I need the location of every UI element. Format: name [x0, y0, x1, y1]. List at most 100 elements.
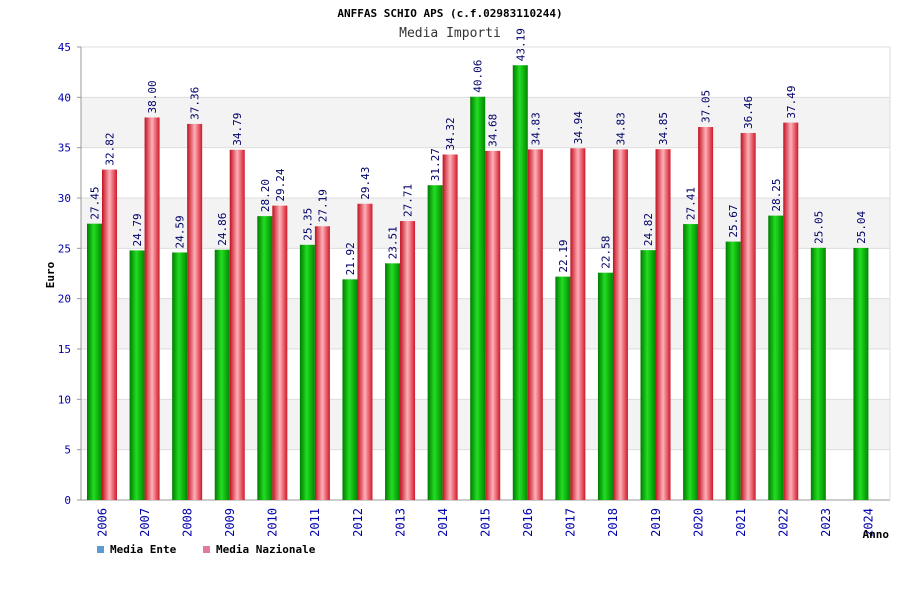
y-tick-label: 20 — [58, 293, 71, 306]
data-label-media-ente: 24.86 — [216, 213, 229, 246]
x-tick-label: 2007 — [138, 508, 152, 537]
data-label-media-ente: 28.25 — [770, 178, 783, 211]
bar-media-ente — [725, 241, 741, 500]
x-tick-label: 2014 — [436, 508, 450, 537]
bar-media-ente — [214, 249, 230, 500]
x-tick-label: 2011 — [308, 508, 322, 537]
data-label-media-ente: 22.19 — [557, 239, 570, 272]
data-label-media-ente: 25.67 — [727, 204, 740, 237]
bar-media-ente — [640, 250, 656, 500]
bar-media-ente — [810, 247, 826, 500]
legend-swatch-nazionale — [203, 546, 210, 553]
data-label-media-ente: 27.41 — [685, 187, 698, 220]
x-tick-label: 2012 — [351, 508, 365, 537]
bar-media-ente — [129, 250, 145, 500]
data-label-media-nazionale: 29.43 — [359, 167, 372, 200]
bar-media-nazionale — [698, 127, 714, 500]
y-tick-label: 25 — [58, 242, 71, 255]
data-label-media-nazionale: 34.79 — [231, 113, 244, 146]
bar-media-nazionale — [144, 117, 160, 500]
bar-media-nazionale — [783, 122, 799, 500]
data-label-media-nazionale: 34.94 — [572, 111, 585, 144]
x-tick-label: 2016 — [521, 508, 535, 537]
bar-media-nazionale — [314, 226, 330, 500]
x-tick-label: 2020 — [691, 508, 705, 537]
chart-subtitle: Media Importi — [399, 26, 501, 41]
bar-media-ente — [385, 263, 401, 500]
y-tick-label: 0 — [64, 494, 71, 507]
data-label-media-nazionale: 27.71 — [402, 184, 415, 217]
y-tick-label: 35 — [58, 142, 71, 155]
x-tick-label: 2024 — [862, 508, 876, 537]
y-tick-label: 10 — [58, 393, 71, 406]
data-label-media-ente: 27.45 — [89, 187, 102, 220]
bar-media-ente — [172, 252, 188, 500]
bar-media-nazionale — [102, 169, 117, 500]
x-axis-label: Anno — [863, 528, 890, 541]
data-label-media-nazionale: 37.05 — [700, 90, 713, 123]
data-label-media-nazionale: 34.32 — [444, 117, 457, 150]
data-label-media-ente: 25.05 — [812, 211, 825, 244]
bar-media-nazionale — [570, 148, 586, 500]
chart-title: ANFFAS SCHIO APS (c.f.02983110244) — [337, 7, 562, 20]
bar-media-ente — [470, 96, 486, 500]
x-tick-label: 2009 — [223, 508, 237, 537]
bar-media-ente — [597, 272, 613, 500]
bar-media-nazionale — [272, 205, 288, 500]
data-label-media-nazionale: 38.00 — [146, 80, 159, 113]
data-label-media-nazionale: 29.24 — [274, 168, 287, 201]
bar-media-ente — [853, 247, 869, 500]
grid-band — [81, 97, 890, 148]
bar-media-nazionale — [612, 149, 628, 501]
data-label-media-nazionale: 32.82 — [104, 132, 117, 165]
legend-swatch-ente — [97, 546, 104, 553]
y-tick-label: 45 — [58, 41, 71, 54]
bar-media-ente — [683, 224, 699, 500]
x-tick-label: 2010 — [266, 508, 280, 537]
legend-item-media-ente: Media Ente — [97, 543, 176, 556]
bar-media-ente — [555, 276, 571, 500]
x-tick-label: 2006 — [95, 508, 109, 537]
x-tick-label: 2019 — [649, 508, 663, 537]
bar-media-nazionale — [740, 132, 756, 500]
data-label-media-nazionale: 34.83 — [529, 112, 542, 145]
y-axis-label: Euro — [44, 261, 57, 288]
bar-media-ente — [768, 215, 784, 500]
x-tick-label: 2022 — [777, 508, 791, 537]
bar-media-ente — [87, 223, 102, 501]
data-label-media-nazionale: 36.46 — [742, 96, 755, 129]
bar-media-nazionale — [400, 221, 416, 500]
data-label-media-ente: 23.51 — [387, 226, 400, 259]
grid-band — [81, 47, 890, 98]
y-tick-label: 30 — [58, 192, 71, 205]
x-tick-label: 2021 — [734, 508, 748, 537]
x-tick-label: 2008 — [180, 508, 194, 537]
data-label-media-nazionale: 34.68 — [487, 114, 500, 147]
data-label-media-ente: 31.27 — [429, 148, 442, 181]
bar-media-nazionale — [229, 149, 245, 500]
bar-media-ente — [427, 185, 443, 500]
data-label-media-ente: 22.58 — [599, 236, 612, 269]
data-label-media-ente: 25.04 — [855, 210, 868, 243]
x-tick-label: 2013 — [393, 508, 407, 537]
bar-media-ente — [299, 244, 315, 500]
x-tick-label: 2015 — [479, 508, 493, 537]
data-label-media-nazionale: 27.19 — [316, 189, 329, 222]
data-label-media-nazionale: 34.85 — [657, 112, 670, 145]
y-tick-label: 40 — [58, 91, 71, 104]
x-tick-label: 2023 — [819, 508, 833, 537]
data-label-media-nazionale: 34.83 — [614, 112, 627, 145]
data-label-media-nazionale: 37.36 — [189, 87, 202, 120]
data-label-media-ente: 40.06 — [472, 60, 485, 93]
x-tick-label: 2018 — [606, 508, 620, 537]
bar-media-ente — [342, 279, 358, 500]
bar-media-nazionale — [357, 203, 373, 500]
bar-media-ente — [257, 216, 273, 500]
data-label-media-ente: 25.35 — [301, 208, 314, 241]
data-label-media-ente: 24.82 — [642, 213, 655, 246]
legend-label-ente: Media Ente — [110, 543, 177, 556]
data-label-media-ente: 28.20 — [259, 179, 272, 212]
data-label-media-ente: 24.59 — [174, 215, 187, 248]
bar-media-nazionale — [485, 150, 501, 500]
data-label-media-ente: 24.79 — [131, 213, 144, 246]
